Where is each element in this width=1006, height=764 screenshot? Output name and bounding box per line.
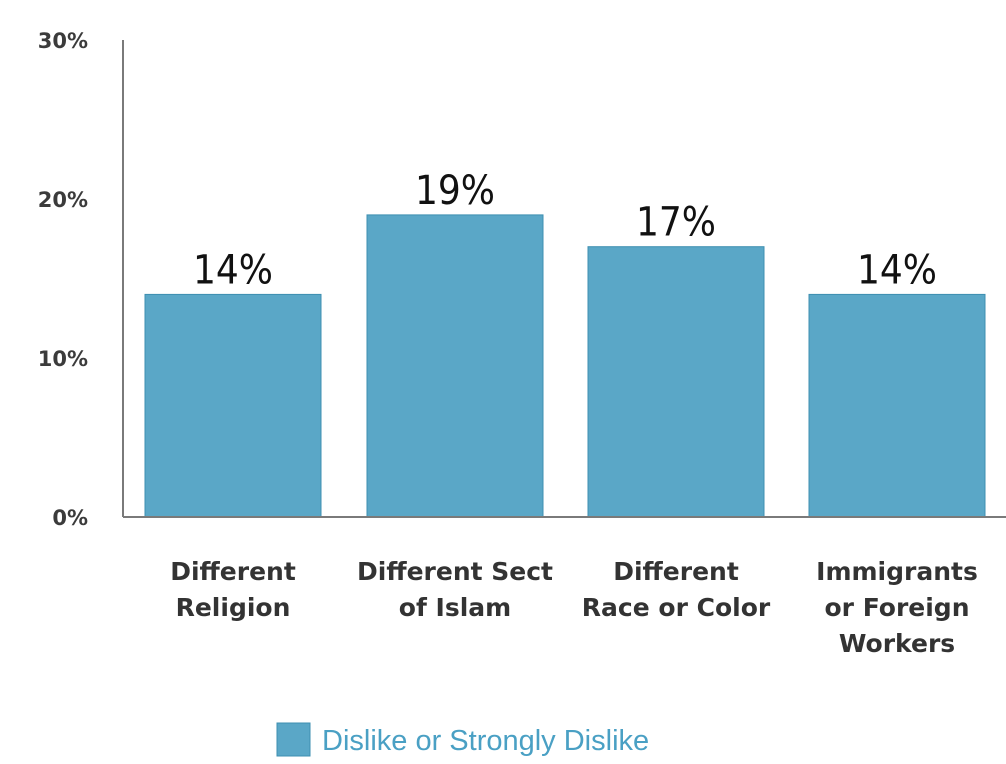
bars bbox=[144, 214, 986, 518]
category-label: Different bbox=[170, 557, 296, 586]
legend-swatch bbox=[276, 722, 311, 757]
y-tick-label: 30% bbox=[38, 29, 88, 53]
bar-value-label: 19% bbox=[415, 168, 495, 214]
bar-value-label: 17% bbox=[636, 200, 716, 246]
bar-value-label: 14% bbox=[193, 247, 273, 293]
category-label: Immigrants bbox=[816, 557, 978, 586]
category-label: of Islam bbox=[399, 593, 511, 622]
y-tick-label: 10% bbox=[38, 347, 88, 371]
category-label: Different Sect bbox=[357, 557, 553, 586]
category-label: Race or Color bbox=[582, 593, 771, 622]
bar bbox=[808, 293, 986, 518]
legend-label: Dislike or Strongly Dislike bbox=[322, 725, 649, 757]
bar bbox=[366, 214, 544, 518]
bar-value-label: 14% bbox=[857, 247, 937, 293]
category-label: or Foreign bbox=[825, 593, 970, 622]
category-label: Different bbox=[613, 557, 739, 586]
y-tick-label: 20% bbox=[38, 188, 88, 212]
category-labels: Different Religion Different Sect of Islam D… bbox=[170, 557, 978, 658]
y-axis-ticks: 0% 10% 20% 30% bbox=[38, 29, 88, 530]
y-tick-label: 0% bbox=[52, 506, 88, 530]
legend: Dislike or Strongly Dislike bbox=[276, 722, 649, 757]
category-label: Religion bbox=[176, 593, 291, 622]
bar bbox=[144, 293, 322, 518]
category-label: Workers bbox=[839, 629, 955, 658]
bar bbox=[587, 246, 765, 518]
data-labels: 14% 19% 17% 14% bbox=[193, 168, 937, 294]
